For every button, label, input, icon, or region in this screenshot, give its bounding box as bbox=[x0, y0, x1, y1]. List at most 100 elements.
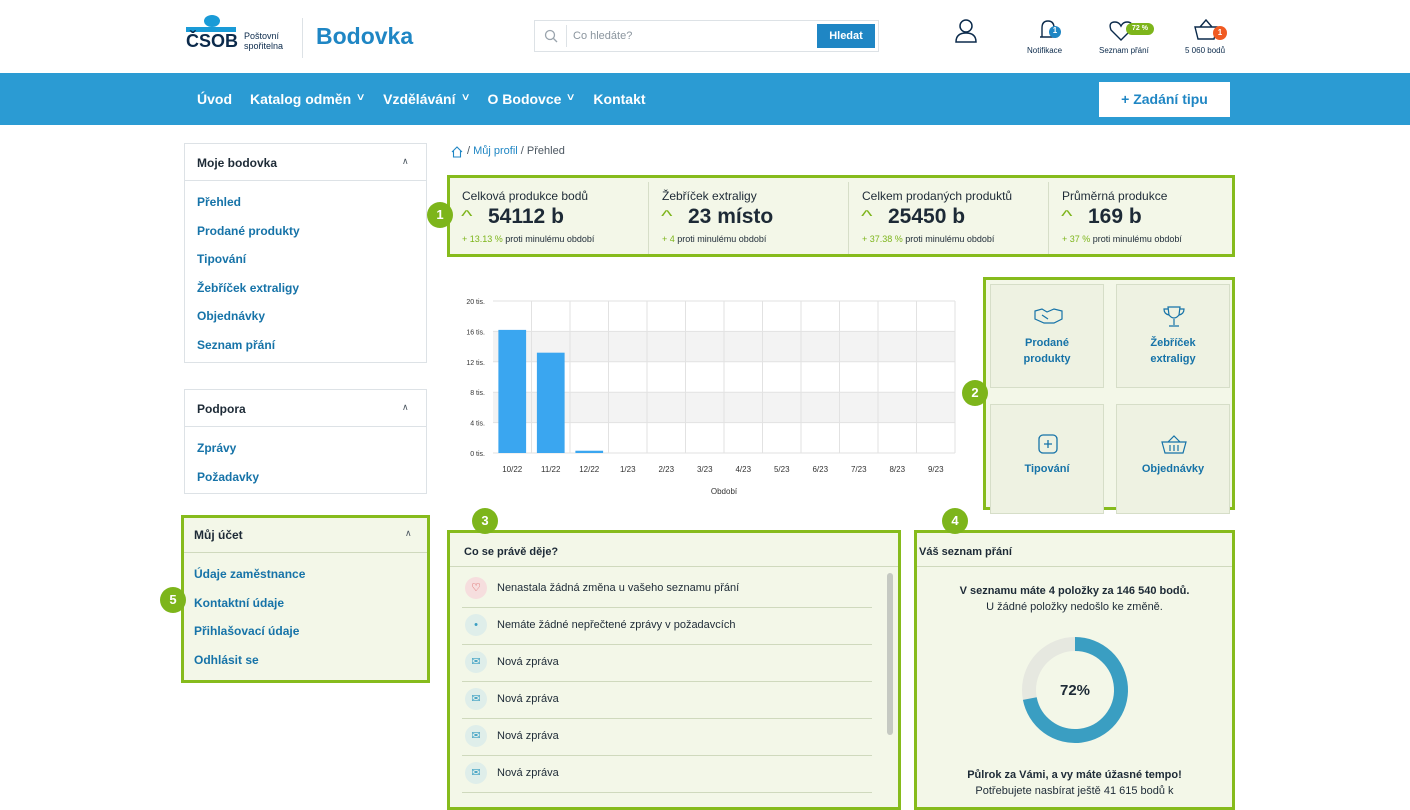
callout: 3 bbox=[472, 508, 498, 534]
tile-label: Objednávky bbox=[1141, 463, 1205, 475]
breadcrumb-link[interactable]: Můj profil bbox=[473, 145, 518, 157]
tile[interactable]: Žebříček extraligy bbox=[1116, 284, 1230, 388]
grid-band bbox=[493, 301, 955, 332]
y-tick-label: 0 tis. bbox=[470, 451, 485, 458]
cta-button[interactable]: + Zadání tipu bbox=[1099, 82, 1230, 117]
divider bbox=[302, 18, 303, 58]
x-tick-label: 5/23 bbox=[774, 465, 790, 474]
tile[interactable]: Prodané produkty bbox=[990, 284, 1104, 388]
nav-item[interactable]: Vzdělávání bbox=[383, 91, 456, 107]
stat-value: 25450 b bbox=[888, 205, 966, 228]
chevron: ∧ bbox=[402, 402, 409, 412]
bell-icon[interactable] bbox=[1037, 17, 1061, 43]
sidebar-link[interactable]: Údaje zaměstnance bbox=[194, 567, 306, 581]
nav-item[interactable]: Kontakt bbox=[593, 91, 646, 107]
sidebar-link[interactable]: Žebříček extraligy bbox=[197, 280, 300, 295]
sidebar-link[interactable]: Přihlašovací údaje bbox=[194, 624, 300, 639]
y-tick-label: 4 tis. bbox=[470, 421, 485, 428]
logo-icon bbox=[186, 15, 236, 32]
wishlist-badge: 72 % bbox=[1132, 25, 1148, 32]
search-box[interactable]: Co hledáte? Hledat bbox=[534, 20, 879, 52]
callout: 1 bbox=[427, 202, 453, 228]
scrollbar bbox=[887, 573, 893, 735]
wishlist-footer-text: Potřebujete nasbírat ještě 41 615 bodů k bbox=[975, 785, 1174, 797]
sidebar-link[interactable]: Přehled bbox=[197, 195, 242, 209]
wishlist-note: U žádné položky nedošlo ke změně. bbox=[986, 601, 1163, 613]
basket-icon[interactable] bbox=[1193, 17, 1229, 43]
nav-item[interactable]: Katalog odměn bbox=[250, 91, 352, 107]
stat-value: 54112 b bbox=[488, 205, 564, 228]
stat-suffix: proti minulému období bbox=[505, 234, 595, 244]
x-tick-label: 12/22 bbox=[579, 465, 600, 474]
wishlist-footer-title: Půlrok za Vámi, a vy máte úžasné tempo! bbox=[967, 769, 1182, 781]
wishlist-label[interactable]: Seznam přání bbox=[1099, 46, 1149, 55]
logo-sub: Poštovní bbox=[244, 31, 280, 41]
activity-item: Nová zpráva bbox=[497, 656, 559, 668]
divider bbox=[462, 718, 872, 719]
sidebar-link[interactable]: Odhlásit se bbox=[194, 652, 259, 667]
y-tick-label: 16 tis. bbox=[466, 329, 485, 336]
search-button[interactable]: Hledat bbox=[817, 24, 875, 48]
grid-band bbox=[493, 422, 955, 453]
wishlist-title: Váš seznam přání bbox=[919, 546, 1012, 558]
search-icon bbox=[544, 29, 558, 43]
stat-arrow: ^ bbox=[461, 208, 473, 225]
sidebar-box: Moje bodovka ∧ Přehled Prodané produkty Tipo… bbox=[184, 143, 427, 363]
grid-band bbox=[493, 361, 955, 393]
sidebar-link[interactable]: Požadavky bbox=[197, 469, 260, 484]
sidebar-link[interactable]: Kontaktní údaje bbox=[194, 595, 285, 610]
x-tick-label: 4/23 bbox=[735, 465, 751, 474]
divider bbox=[848, 182, 849, 254]
nav-item[interactable]: Úvod bbox=[197, 91, 232, 107]
stat-change-row: + 13.13 % proti minulému období bbox=[462, 234, 594, 244]
tile-label: extraligy bbox=[1150, 353, 1196, 365]
points-label[interactable]: 5 060 bodů bbox=[1185, 46, 1226, 55]
cart-badge: 1 bbox=[1217, 28, 1223, 37]
sidebar-link[interactable]: Prodané produkty bbox=[197, 223, 300, 238]
stat-change: + 4 bbox=[662, 234, 675, 244]
stat-suffix: proti minulému období bbox=[677, 234, 767, 244]
stat-value: 169 b bbox=[1088, 205, 1142, 228]
body: ČSOB Poštovní spořitelna Bodovka Co hled… bbox=[0, 15, 1410, 810]
stat-change: + 37 % bbox=[1062, 234, 1091, 244]
stat-value: 23 místo bbox=[688, 205, 774, 228]
sidebar-link[interactable]: Objednávky bbox=[197, 309, 266, 324]
y-tick-label: 8 tis. bbox=[470, 390, 485, 397]
sidebar-link[interactable]: Zprávy bbox=[197, 441, 237, 455]
nav-chevron: ∨ bbox=[460, 92, 471, 103]
notification-label[interactable]: Notifikace bbox=[1027, 46, 1063, 55]
heart-icon[interactable] bbox=[1108, 20, 1156, 42]
tiles-box: Prodané produkty Žebříček extraligy Tipování… bbox=[983, 277, 1235, 514]
logo-text: ČSOB bbox=[186, 31, 239, 51]
nav-item[interactable]: O Bodovce bbox=[487, 91, 562, 107]
x-tick-label: 3/23 bbox=[697, 465, 713, 474]
wishlist-box: Váš seznam přání V seznamu máte 4 položky… bbox=[914, 530, 1235, 810]
stat-label: Žebříček extraligy bbox=[662, 189, 757, 203]
stat-arrow: ^ bbox=[1061, 208, 1073, 225]
tile-label: produkty bbox=[1023, 353, 1071, 365]
callout: 2 bbox=[962, 380, 988, 406]
stat-change: + 37.38 % bbox=[862, 234, 903, 244]
tile-icon bbox=[1161, 435, 1187, 454]
sidebar-link[interactable]: Seznam přání bbox=[197, 338, 276, 352]
home-icon[interactable] bbox=[451, 146, 463, 158]
divider bbox=[648, 182, 649, 254]
divider bbox=[450, 566, 898, 567]
activity-item: Nemáte žádné nepřečtené zprávy v požadav… bbox=[497, 619, 736, 631]
divider bbox=[462, 607, 872, 608]
stat-suffix: proti minulému období bbox=[905, 234, 995, 244]
sidebar-link[interactable]: Tipování bbox=[197, 252, 247, 267]
stat-change-row: + 37 % proti minulému období bbox=[1062, 234, 1182, 244]
activity-icon: ♡ bbox=[465, 577, 487, 599]
user-icon[interactable] bbox=[954, 18, 978, 44]
divider bbox=[185, 180, 426, 181]
tile[interactable]: Tipování bbox=[990, 404, 1104, 514]
activity-box: Co se právě děje? ♡ Nenastala žádná změna … bbox=[447, 530, 901, 810]
stat-label: Průměrná produkce bbox=[1062, 189, 1168, 203]
wishlist-summary: V seznamu máte 4 položky za 146 540 bodů… bbox=[959, 585, 1190, 597]
logo-sub: spořitelna bbox=[244, 41, 284, 51]
activity-icon: • bbox=[465, 614, 487, 636]
x-axis-label: Období bbox=[711, 487, 738, 496]
tile[interactable]: Objednávky bbox=[1116, 404, 1230, 514]
divider bbox=[462, 681, 872, 682]
